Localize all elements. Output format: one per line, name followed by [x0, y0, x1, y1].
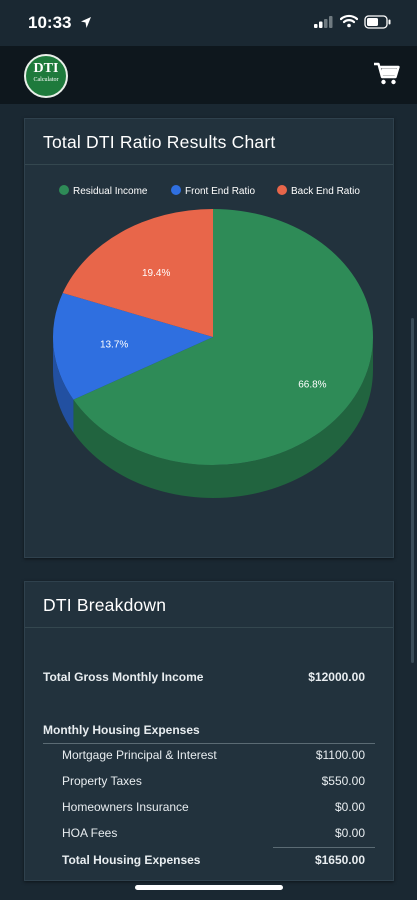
chart-card-title: Total DTI Ratio Results Chart [25, 119, 393, 165]
hoa-fees-value: $0.00 [334, 826, 365, 840]
scrollbar[interactable] [411, 318, 414, 663]
home-indicator[interactable] [135, 885, 283, 890]
total-housing-value: $1650.00 [314, 853, 365, 867]
housing-expenses-header: Monthly Housing Expenses [43, 723, 200, 737]
legend-label-residual: Residual Income [73, 186, 148, 197]
table-row: Property Taxes $550.00 [25, 774, 395, 796]
housing-header-row: Monthly Housing Expenses [25, 723, 395, 745]
property-taxes-label: Property Taxes [62, 774, 142, 788]
homeowners-insurance-label: Homeowners Insurance [62, 800, 189, 814]
mortgage-label: Mortgage Principal & Interest [62, 748, 217, 762]
dti-breakdown-card: DTI Breakdown Total Gross Monthly Income… [24, 581, 394, 881]
pie-label-front-end-ratio: 13.7% [100, 339, 128, 350]
logo-main-text: DTI [33, 61, 59, 76]
housing-header-divider [43, 743, 375, 744]
breakdown-card-title: DTI Breakdown [25, 582, 393, 628]
pie-label-residual-income: 66.8% [298, 380, 326, 391]
total-housing-row: Total Housing Expenses $1650.00 [25, 853, 395, 875]
total-divider [273, 847, 375, 848]
legend-dot-front-icon [171, 185, 181, 195]
pie-side-front-end-ratio [53, 337, 74, 433]
pie-slice-front-end-ratio[interactable] [53, 293, 213, 400]
gross-income-label: Total Gross Monthly Income [43, 670, 204, 684]
pie-slice-residual-income[interactable] [73, 209, 373, 465]
homeowners-insurance-value: $0.00 [334, 800, 365, 814]
legend-back-end-ratio[interactable]: Back End Ratio [277, 185, 360, 197]
table-row: HOA Fees $0.00 [25, 826, 395, 848]
dti-chart-card: Total DTI Ratio Results Chart Residual I… [24, 118, 394, 558]
mortgage-value: $1100.00 [315, 748, 365, 762]
chart-legend: Residual Income Front End Ratio Back End… [25, 185, 395, 201]
legend-residual-income[interactable]: Residual Income [59, 185, 147, 197]
table-row: Mortgage Principal & Interest $1100.00 [25, 748, 395, 770]
legend-dot-back-icon [277, 185, 287, 195]
gross-income-row: Total Gross Monthly Income $12000.00 [25, 670, 395, 692]
total-housing-label: Total Housing Expenses [62, 853, 201, 867]
legend-dot-residual-icon [59, 185, 69, 195]
legend-label-back: Back End Ratio [291, 186, 360, 197]
pie-label-back-end-ratio: 19.4% [142, 268, 170, 279]
property-taxes-value: $550.00 [321, 774, 365, 788]
battery-icon [364, 15, 391, 29]
status-bar: 10:33 [0, 0, 417, 46]
pie-chart: 66.8% 13.7% 19.4% [53, 209, 373, 498]
pie-slice-back-end-ratio[interactable] [62, 209, 213, 337]
logo-sub-text: Calculator [33, 77, 59, 83]
wifi-icon [340, 14, 358, 28]
status-time: 10:33 [28, 13, 72, 32]
dti-calculator-logo[interactable]: DTI Calculator [24, 54, 68, 98]
legend-label-front: Front End Ratio [185, 186, 256, 197]
legend-front-end-ratio[interactable]: Front End Ratio [171, 185, 255, 197]
app-header: DTI Calculator [0, 46, 417, 104]
cellular-signal-icon [314, 16, 333, 28]
pie-side-residual-income [73, 337, 373, 498]
hoa-fees-label: HOA Fees [62, 826, 118, 840]
shopping-cart-icon[interactable] [374, 62, 400, 86]
location-arrow-icon [81, 17, 91, 28]
gross-income-value: $12000.00 [308, 670, 365, 684]
table-row: Homeowners Insurance $0.00 [25, 800, 395, 822]
